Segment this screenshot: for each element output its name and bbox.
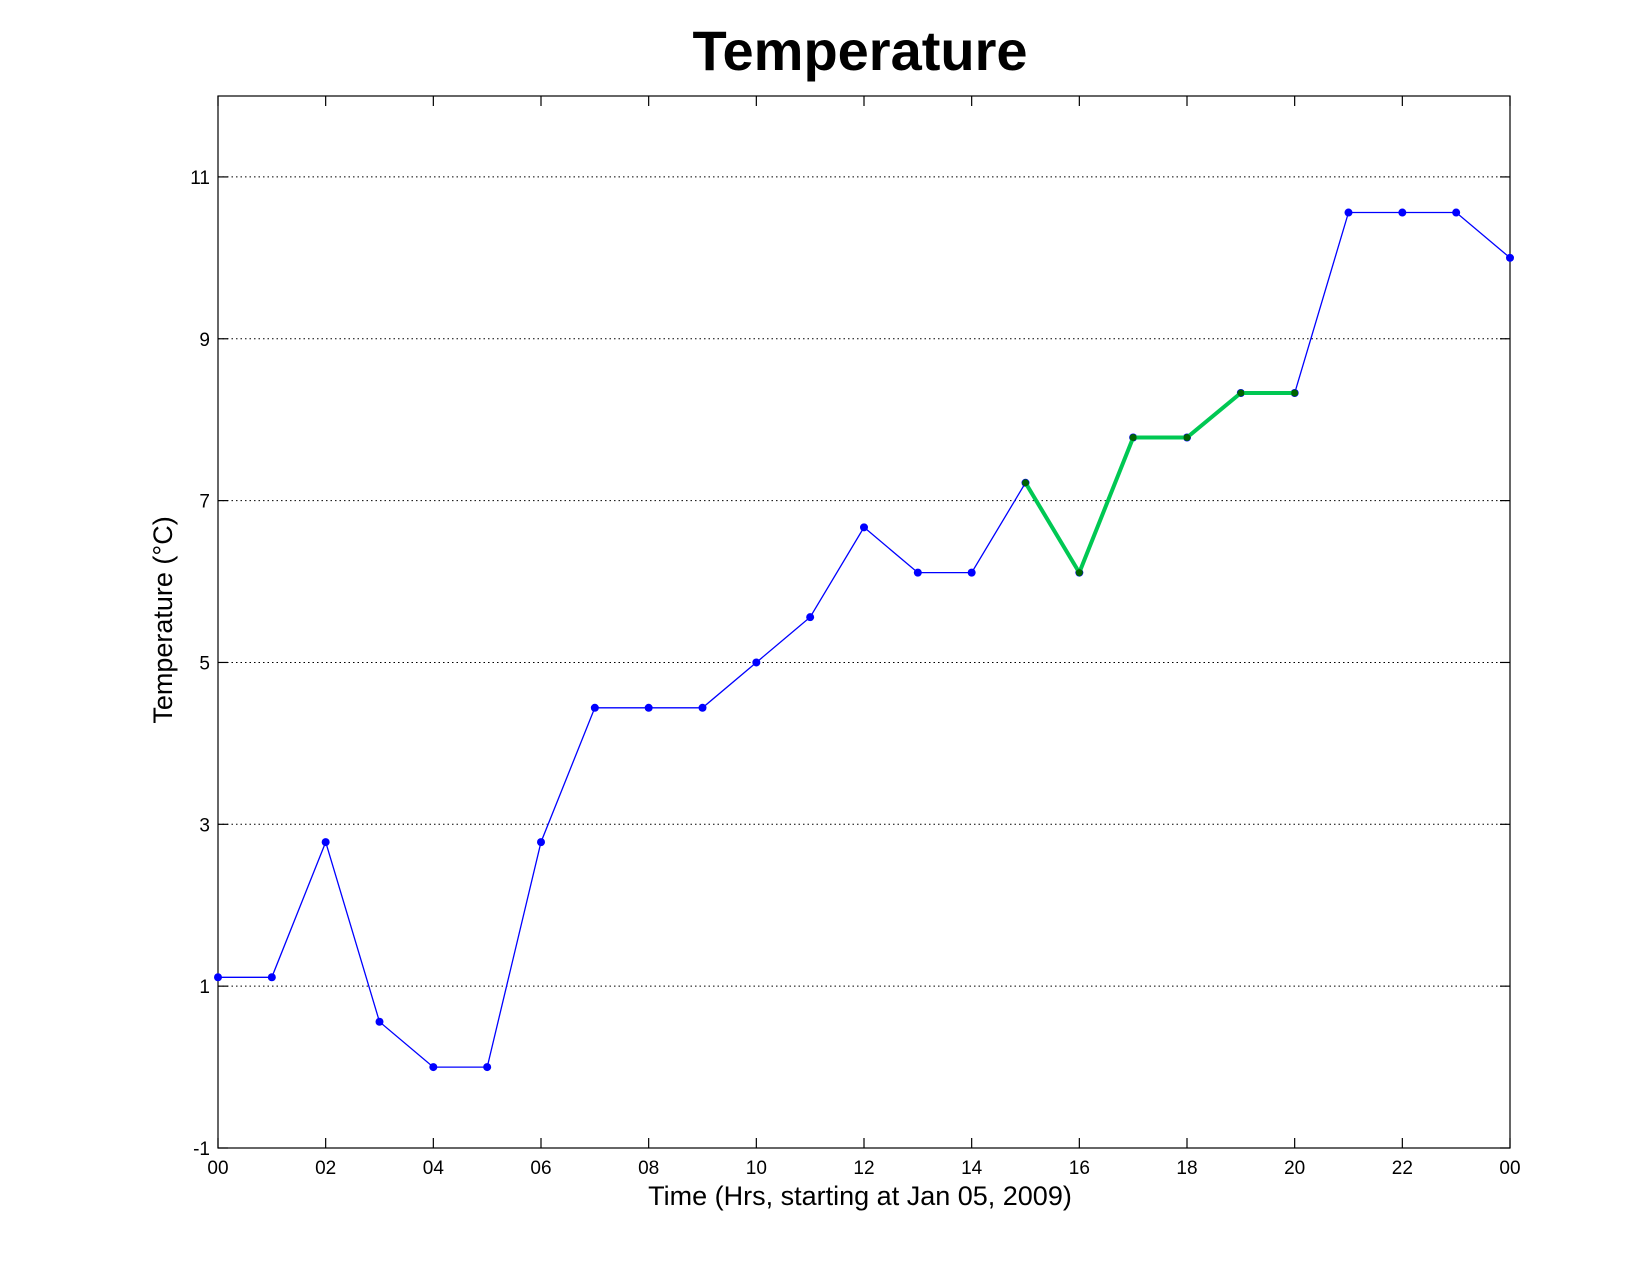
x-tick-label: 10 bbox=[746, 1158, 767, 1179]
series-0-point bbox=[698, 703, 707, 712]
y-tick-label: 5 bbox=[199, 653, 210, 674]
grid-lines bbox=[218, 176, 1510, 987]
y-axis-label: Temperature (°C) bbox=[148, 516, 178, 723]
y-tick-label: 11 bbox=[190, 168, 210, 189]
series-0-point bbox=[913, 568, 922, 577]
series-0-point bbox=[1452, 208, 1461, 217]
y-tick-label: -1 bbox=[193, 1139, 210, 1160]
series-0-point bbox=[267, 973, 276, 982]
series-0-point bbox=[1506, 253, 1514, 262]
data-series bbox=[214, 208, 1514, 1072]
series-0-point bbox=[321, 838, 330, 847]
chart-title: Temperature bbox=[692, 19, 1027, 82]
y-tick-label: 1 bbox=[199, 977, 210, 998]
x-tick-label: 16 bbox=[1069, 1158, 1090, 1179]
series-0-point bbox=[860, 523, 868, 532]
y-tick-label: 3 bbox=[199, 815, 210, 836]
series-0-point bbox=[483, 1063, 492, 1072]
series-0-point bbox=[1344, 208, 1353, 217]
series-1-point bbox=[1129, 433, 1137, 441]
series-0-point bbox=[752, 658, 761, 667]
x-tick-label: 06 bbox=[530, 1158, 551, 1179]
x-tick-label: 12 bbox=[853, 1158, 874, 1179]
x-tick-label: 02 bbox=[315, 1158, 336, 1179]
series-1-point bbox=[1075, 569, 1083, 577]
y-tick-label: 9 bbox=[199, 330, 210, 351]
series-0-point bbox=[590, 703, 599, 712]
y-tick-label: 7 bbox=[199, 492, 210, 513]
x-tick-label: 22 bbox=[1392, 1158, 1413, 1179]
series-1-point bbox=[1022, 479, 1029, 487]
series-0-point bbox=[375, 1017, 384, 1026]
x-tick-label: 18 bbox=[1176, 1158, 1197, 1179]
series-0-point bbox=[537, 838, 545, 847]
series-0-point bbox=[806, 613, 815, 622]
axis-ticks: -1 1 3 5 7 9 11 00 02 04 06 08 10 12 14 16 18 20 22 00 bbox=[190, 96, 1521, 1179]
x-axis-label: Time (Hrs, starting at Jan 05, 2009) bbox=[648, 1181, 1072, 1211]
x-tick-label: 20 bbox=[1284, 1158, 1305, 1179]
x-tick-label: 14 bbox=[961, 1158, 983, 1179]
series-1-line bbox=[1023, 391, 1295, 578]
series-1-point bbox=[1291, 389, 1299, 397]
x-tick-label: 04 bbox=[423, 1158, 445, 1179]
x-tick-label: 00 bbox=[1499, 1158, 1520, 1179]
series-1-point bbox=[1237, 389, 1245, 397]
series-0-point bbox=[967, 568, 976, 577]
x-tick-label: 08 bbox=[638, 1158, 659, 1179]
series-0-point bbox=[644, 703, 653, 712]
series-0-point bbox=[429, 1063, 438, 1072]
series-1-point bbox=[1183, 433, 1191, 441]
series-0-point bbox=[1398, 208, 1407, 217]
series-0-point bbox=[214, 973, 222, 982]
x-tick-label: 00 bbox=[207, 1158, 228, 1179]
